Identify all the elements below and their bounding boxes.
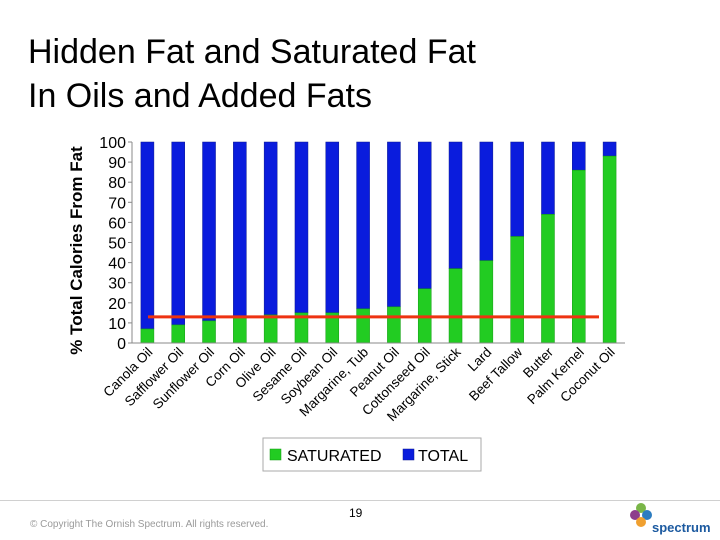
bar-total — [233, 141, 247, 318]
bar-saturated — [233, 316, 247, 344]
y-tick-label: 40 — [108, 256, 126, 273]
bar-saturated — [140, 328, 155, 344]
logo-text: spectrum — [652, 520, 711, 535]
y-tick-label: 70 — [108, 195, 126, 212]
bar-saturated — [479, 260, 494, 344]
title-line-2: In Oils and Added Fats — [28, 77, 372, 115]
bar-total — [356, 141, 370, 310]
footer-divider — [0, 500, 720, 501]
bar-group — [602, 141, 617, 344]
legend-label-total: TOTAL — [418, 448, 468, 465]
bar-group — [572, 141, 586, 344]
legend-label-saturated: SATURATED — [287, 448, 382, 465]
bar-total — [572, 141, 586, 171]
bar-group — [356, 141, 370, 344]
bar-group — [417, 141, 432, 344]
page-number: 19 — [349, 506, 363, 520]
y-tick-label: 60 — [108, 215, 126, 232]
y-tick-label: 0 — [117, 336, 126, 353]
bar-total — [171, 141, 185, 326]
y-tick-label: 10 — [108, 316, 126, 333]
bar-total — [140, 141, 155, 330]
bar-group — [263, 141, 278, 344]
y-tick-label: 20 — [108, 296, 126, 313]
bar-group — [510, 141, 524, 344]
legend-swatch-total — [402, 448, 415, 461]
bar-saturated — [263, 314, 278, 344]
bar-saturated — [387, 306, 401, 344]
bar-group — [140, 141, 155, 344]
bar-group — [294, 141, 309, 344]
bar-group — [171, 141, 185, 344]
bar-total — [417, 141, 432, 289]
bar-total — [325, 141, 340, 314]
bar-group — [202, 141, 216, 344]
y-tick-label: 30 — [108, 276, 126, 293]
bar-group — [448, 141, 463, 344]
bar-saturated — [202, 320, 216, 344]
bar-total — [510, 141, 524, 237]
bar-saturated — [602, 155, 617, 344]
y-tick-label: 80 — [108, 175, 126, 192]
slide-title: Hidden Fat and Saturated Fat In Oils and… — [28, 30, 476, 118]
bar-group — [479, 141, 494, 344]
bar-saturated — [541, 214, 555, 344]
bar-saturated — [510, 236, 524, 344]
y-axis-label: % Total Calories From Fat — [67, 146, 86, 355]
bar-total — [263, 141, 278, 316]
spectrum-logo-icon — [630, 503, 652, 527]
bar-group — [325, 141, 340, 344]
title-line-1: Hidden Fat and Saturated Fat — [28, 33, 476, 71]
bar-group — [541, 141, 555, 344]
legend-box — [262, 437, 482, 472]
bar-saturated — [356, 308, 370, 344]
bar-total — [387, 141, 401, 308]
bar-chart: % Total Calories From Fat 0 10 20 30 40 50 60 7… — [67, 135, 625, 472]
bar-saturated — [448, 268, 463, 344]
bar-total — [294, 141, 309, 314]
bar-group — [387, 141, 401, 344]
y-tick-label: 50 — [108, 236, 126, 253]
bar-group — [233, 141, 247, 344]
bar-saturated — [171, 324, 185, 344]
bar-total — [479, 141, 494, 261]
copyright-text: © Copyright The Ornish Spectrum. All rig… — [30, 519, 269, 530]
bar-total — [202, 141, 216, 322]
y-tick-label: 100 — [99, 135, 126, 152]
legend-swatch-saturated — [269, 448, 282, 461]
bar-total — [541, 141, 555, 215]
bar-total — [448, 141, 463, 269]
y-tick-label: 90 — [108, 155, 126, 172]
bar-total — [602, 141, 617, 157]
